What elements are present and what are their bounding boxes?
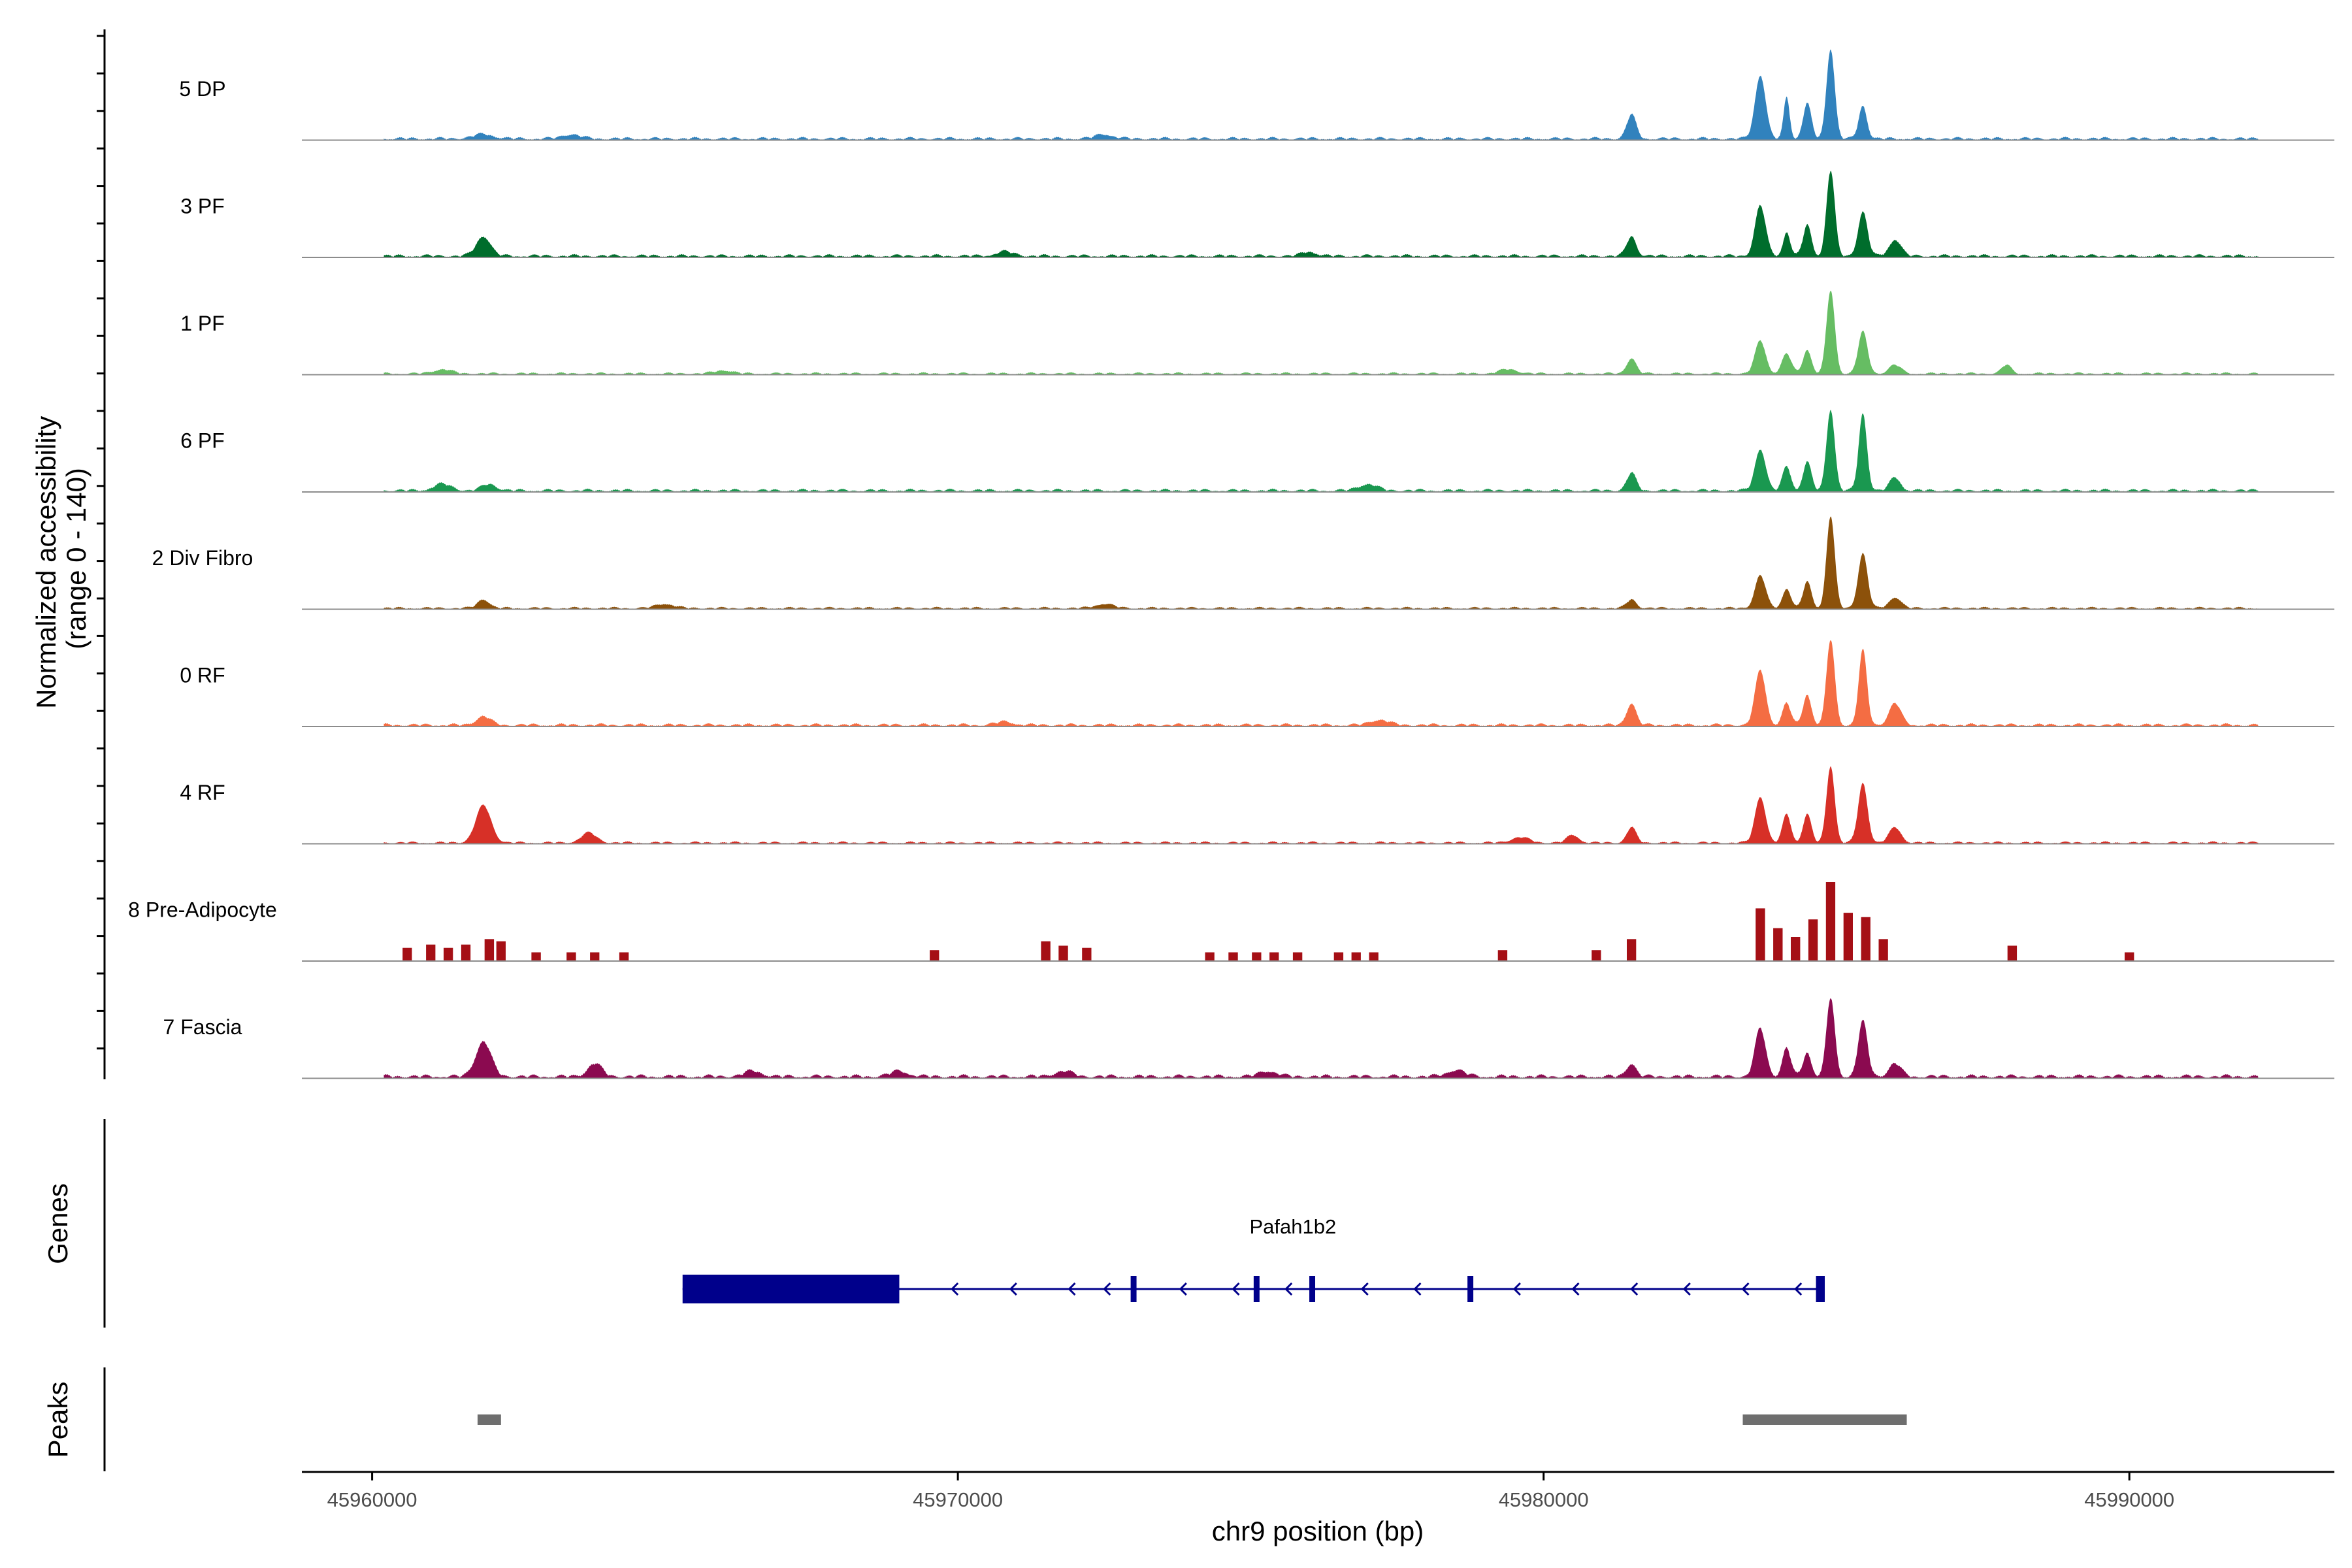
track-label: 1 PF (180, 312, 225, 335)
gene-exon (1253, 1276, 1260, 1302)
track-label: 8 Pre-Adipocyte (128, 898, 277, 922)
gene-exon (682, 1275, 900, 1303)
coverage-y-title: Normalized accessibility (range 0 - 140) (31, 408, 91, 709)
x-tick-label: 45970000 (913, 1488, 1003, 1511)
gene-strand-arrow (1682, 1282, 1691, 1296)
gene-strand-arrow (1413, 1282, 1422, 1296)
track-0-rf: 0 RF (180, 640, 2334, 727)
coverage-area (384, 49, 2259, 140)
track-4-rf: 4 RF (180, 766, 2334, 845)
track-3-pf: 3 PF (180, 171, 2334, 258)
gene-strand-arrow (1103, 1282, 1111, 1296)
gene-exon (1467, 1276, 1474, 1302)
gene-strand-arrow (1571, 1282, 1580, 1296)
gene-strand-arrow (1068, 1282, 1076, 1296)
track-label: 5 DP (179, 77, 225, 101)
peaks-panel-label: Peaks (42, 1382, 73, 1458)
peak-region (1742, 1414, 1907, 1425)
x-axis-title: chr9 position (bp) (1212, 1516, 1424, 1546)
track-8-pre-adipocyte: 8 Pre-Adipocyte (128, 882, 2334, 962)
coverage-tracks: 5 DP 3 PF 1 PF 6 PF 2 Div Fibro 0 RF 4 RF 8 Pre… (128, 49, 2334, 1079)
track-label: 0 RF (180, 664, 225, 687)
track-5-dp: 5 DP (179, 49, 2334, 141)
gene-strand-arrow (1741, 1282, 1750, 1296)
x-tick-label: 45990000 (2084, 1488, 2174, 1511)
peak-region (477, 1414, 501, 1425)
x-tick-label: 45980000 (1499, 1488, 1589, 1511)
track-label: 2 Div Fibro (152, 546, 253, 570)
gene-exon (1309, 1276, 1316, 1302)
gene-exon (1130, 1276, 1137, 1302)
gene-strand-arrow (951, 1282, 959, 1296)
gene-strand-arrow (1232, 1282, 1240, 1296)
coverage-area (384, 410, 2259, 492)
coverage-area (384, 640, 2259, 727)
gene-exon (1816, 1276, 1825, 1302)
coverage-y-title-line2: (range 0 - 140) (61, 468, 91, 649)
track-label: 4 RF (180, 781, 225, 804)
coverage-area (384, 171, 2259, 257)
coverage-area (384, 291, 2259, 375)
track-6-pf: 6 PF (180, 410, 2334, 493)
gene-strand-arrow (1009, 1282, 1017, 1296)
gene-strand-arrow (1179, 1282, 1187, 1296)
coverage-area (384, 516, 2259, 610)
gene-strand-arrow (1630, 1282, 1639, 1296)
gene-strand-arrow (1512, 1282, 1521, 1296)
coverage-y-title-line1: Normalized accessibility (31, 416, 61, 709)
genes-panel-label: Genes (42, 1183, 73, 1264)
coverage-area (402, 882, 2134, 961)
coverage-area (384, 998, 2259, 1079)
track-7-fascia: 7 Fascia (163, 998, 2334, 1079)
genes-track: Pafah1b2 (682, 1215, 1825, 1303)
track-label: 7 Fascia (163, 1015, 242, 1039)
gene-strand-arrow (1284, 1282, 1293, 1296)
gene-strand-arrow (1794, 1282, 1803, 1296)
coverage-area (384, 766, 2259, 844)
gene-strand-arrow (1360, 1282, 1369, 1296)
x-tick-label: 45960000 (327, 1488, 417, 1511)
x-axis-ticks: 45960000 45970000 45980000 45990000 (327, 1472, 2174, 1511)
track-1-pf: 1 PF (180, 291, 2334, 376)
track-label: 3 PF (180, 195, 225, 218)
track-2-div-fibro: 2 Div Fibro (152, 516, 2334, 610)
gene-name-label: Pafah1b2 (1250, 1215, 1337, 1238)
track-label: 6 PF (180, 429, 225, 453)
coverage-y-ticks (97, 35, 105, 1050)
peaks-track (477, 1414, 1907, 1425)
